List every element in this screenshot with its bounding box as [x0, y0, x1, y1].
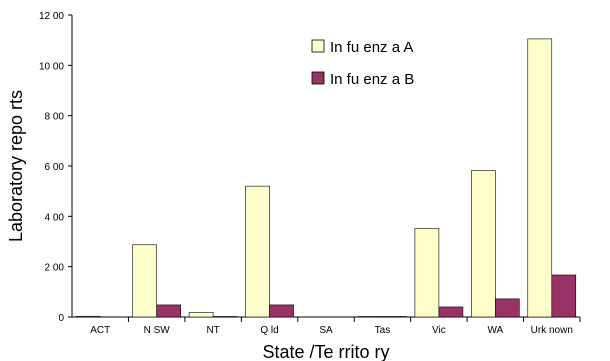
y-tick-label: 8 00	[45, 112, 65, 123]
y-tick-label: 12 00	[39, 11, 64, 22]
x-tick-label: N SW	[144, 325, 171, 336]
legend-label: In fu enz a B	[330, 71, 414, 88]
x-tick-label: NT	[206, 325, 219, 336]
y-tick-label: 6 00	[45, 162, 65, 173]
x-tick-label: ACT	[90, 325, 110, 336]
y-tick-label: 2 00	[45, 263, 65, 274]
bar-influenza-a	[358, 316, 383, 318]
x-tick-label: Vic	[432, 325, 446, 336]
bar-influenza-b	[269, 304, 294, 318]
bar-influenza-a	[132, 244, 157, 318]
bar-influenza-b	[156, 304, 181, 318]
legend-swatch	[311, 71, 325, 85]
y-tick-label: 4 00	[45, 212, 65, 223]
y-tick-label: 0	[58, 313, 64, 324]
legend-swatch	[311, 39, 325, 53]
bar-influenza-a	[527, 38, 553, 318]
legend: In fu enz a A In fu enz a B	[311, 39, 414, 88]
bar-influenza-b	[382, 316, 407, 318]
x-tick-label: Urk nown	[531, 325, 573, 336]
legend-label: In fu enz a A	[330, 39, 413, 56]
bar-influenza-a	[188, 312, 214, 318]
bar-influenza-b	[551, 274, 577, 318]
y-axis-title: Laboratory repo rts	[6, 90, 26, 242]
y-tick-label: 10 00	[39, 61, 64, 72]
bar-influenza-a	[414, 228, 440, 318]
x-axis-title: State /Te rrito ry	[262, 342, 389, 361]
bar-influenza-a	[245, 185, 270, 318]
bar-influenza-a	[471, 170, 496, 318]
x-tick-label: SA	[319, 325, 333, 336]
bar-influenza-b	[438, 306, 464, 318]
bars	[75, 38, 577, 318]
bar-influenza-b	[212, 316, 238, 318]
bar-influenza-a	[75, 315, 101, 318]
x-tick-label: Tas	[375, 325, 391, 336]
x-tick-label: WA	[487, 325, 503, 336]
x-tick-label: Q ld	[260, 325, 278, 336]
x-ticks: ACT N SW NT Q ld SA Tas Vic WA Urk nown	[90, 317, 581, 336]
bar-influenza-b	[495, 298, 520, 318]
y-ticks: 0 2 00 4 00 6 00 8 00 10 00 12 00	[39, 11, 72, 324]
